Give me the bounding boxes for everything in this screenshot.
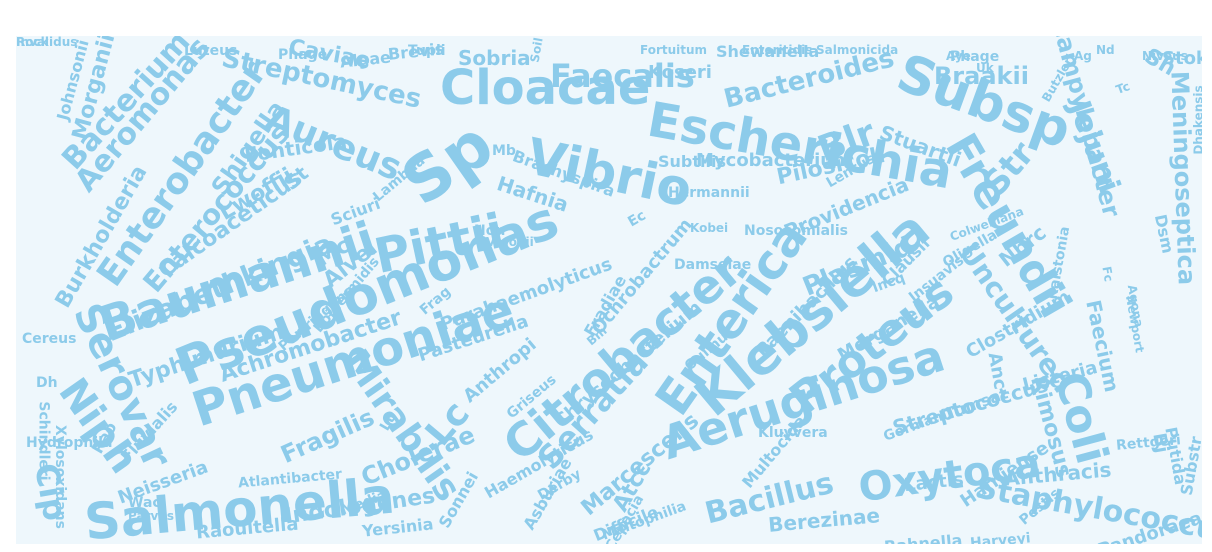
cloud-word: Mycobacterium xyxy=(696,150,852,171)
cloud-word: Dhakensis xyxy=(1191,85,1202,155)
cloud-word: Phage xyxy=(278,47,328,63)
cloud-word: Stok xyxy=(1162,48,1202,69)
cloud-word: Aye xyxy=(946,49,971,63)
cloud-word: Harveyi xyxy=(969,530,1032,544)
cloud-word: Tc xyxy=(1114,79,1132,97)
cloud-word: Non xyxy=(474,223,506,239)
cloud-word: Phage xyxy=(950,49,1000,65)
cloud-word: Rock xyxy=(16,36,49,49)
cloud-word: Ag xyxy=(1074,49,1092,63)
cloud-word: Braakii xyxy=(934,62,1029,90)
cloud-word: Uk xyxy=(976,61,994,75)
cloud-word: Shewanella xyxy=(716,42,820,61)
cloud-word: Nd xyxy=(1096,43,1115,57)
cloud-word: Damselae xyxy=(674,257,752,273)
cloud-word: Subtilis xyxy=(658,152,726,171)
cloud-word: Koseri xyxy=(648,62,712,83)
cloud-word: Faecalis xyxy=(550,57,695,95)
cloud-word: Mb xyxy=(492,143,516,159)
cloud-word: Tupii xyxy=(408,43,446,59)
cloud-word: Hermannii xyxy=(668,185,750,201)
cloud-word: Dh xyxy=(36,375,58,391)
cloud-word: Fortuitum xyxy=(640,43,708,57)
cloud-word: Parvus xyxy=(128,509,174,523)
cloud-word: Cloacae xyxy=(440,60,651,116)
cloud-word: Ec xyxy=(625,207,649,231)
cloud-word: Cereus xyxy=(22,331,77,347)
cloud-word: Hydrophila xyxy=(26,435,113,451)
cloud-word: Fc xyxy=(1099,265,1116,283)
cloud-word: Fragilis xyxy=(276,403,379,469)
cloud-word: Sobria xyxy=(458,46,531,70)
cloud-word: Rahnella xyxy=(883,530,964,544)
cloud-word: Wac xyxy=(128,495,161,511)
cloud-word: Niveus xyxy=(1142,49,1188,63)
cloud-word: Luteus xyxy=(184,43,238,59)
word-cloud: Pseudomonas Pneumoniae Baumannii Salmonella… xyxy=(16,36,1202,544)
cloud-word: Kluyvera xyxy=(758,425,828,441)
cloud-word: Invalidus xyxy=(16,36,78,49)
cloud-word: Enteritidis xyxy=(742,43,813,57)
cloud-word: Veronii xyxy=(486,235,534,249)
cloud-word: Nosocomialis xyxy=(744,223,848,239)
cloud-word: Salmonicida xyxy=(816,43,899,57)
cloud-word: Yersinia xyxy=(361,514,435,541)
cloud-word: Kobei xyxy=(690,221,729,235)
cloud-word: Algae xyxy=(339,47,392,72)
